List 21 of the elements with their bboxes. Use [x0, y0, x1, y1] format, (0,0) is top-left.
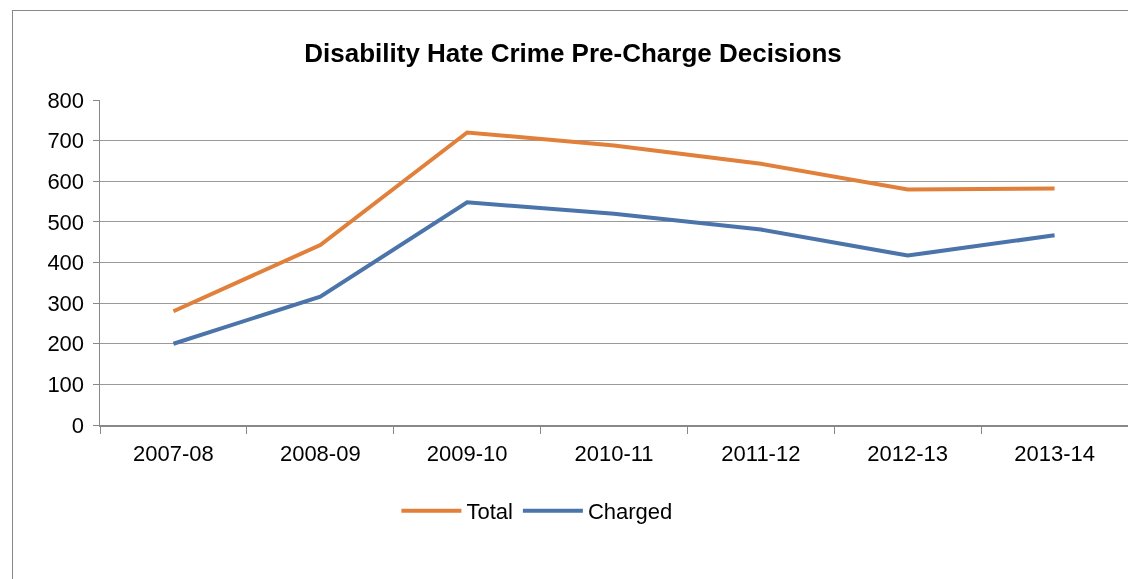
y-tick-label: 700 [47, 128, 85, 154]
legend-label: Charged [587, 499, 673, 525]
x-tick-label: 2012-13 [867, 440, 949, 466]
y-tick-label: 500 [47, 209, 85, 235]
line-series [171, 200, 1057, 346]
y-tick-label: 100 [47, 372, 85, 398]
chart-title: Disability Hate Crime Pre-Charge Decisions [304, 38, 842, 69]
x-tick-label: 2008-09 [279, 440, 361, 466]
legend-label: Total [466, 499, 513, 525]
x-tick-label: 2007-08 [133, 440, 214, 466]
y-tick-label: 0 [71, 412, 85, 438]
y-tick-label: 200 [47, 331, 85, 357]
x-tick-label: 2013-14 [1014, 440, 1095, 466]
y-tick-label: 800 [47, 87, 85, 113]
line-series [171, 130, 1057, 314]
x-tick-label: 2011-12 [721, 440, 801, 466]
x-tick-label: 2009-10 [426, 440, 508, 466]
x-tick-label: 2010-11 [574, 440, 654, 466]
y-tick-label: 300 [47, 290, 85, 316]
y-tick-label: 400 [47, 250, 85, 276]
y-tick-label: 600 [47, 168, 85, 194]
